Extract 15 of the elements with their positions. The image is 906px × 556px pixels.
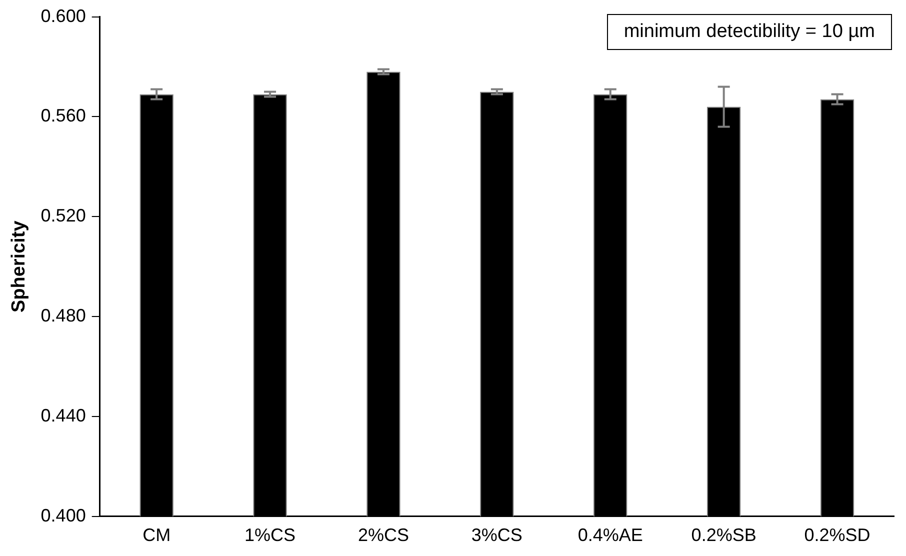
y-tick-label: 0.400 [40, 505, 86, 526]
x-tick-label: 1%CS [244, 525, 296, 546]
y-tick-label: 0.440 [40, 405, 86, 426]
y-tick-label: 0.480 [40, 306, 86, 326]
x-tick-label: 2%CS [358, 525, 409, 546]
y-tick-label: 0.600 [40, 6, 86, 26]
x-tick-label: CM [142, 525, 171, 546]
y-tick-label: 0.560 [40, 106, 86, 126]
y-axis-title: Sphericity [8, 220, 30, 313]
x-tick-label: 0.2%SB [691, 525, 756, 546]
y-tick-label: 0.520 [40, 206, 86, 226]
x-tick-label: 0.2%SD [804, 525, 870, 546]
annotation: minimum detectibility = 10 µm [606, 14, 892, 50]
x-tick-label: 3%CS [471, 525, 522, 546]
x-tick-label: 0.4%AE [578, 525, 643, 546]
